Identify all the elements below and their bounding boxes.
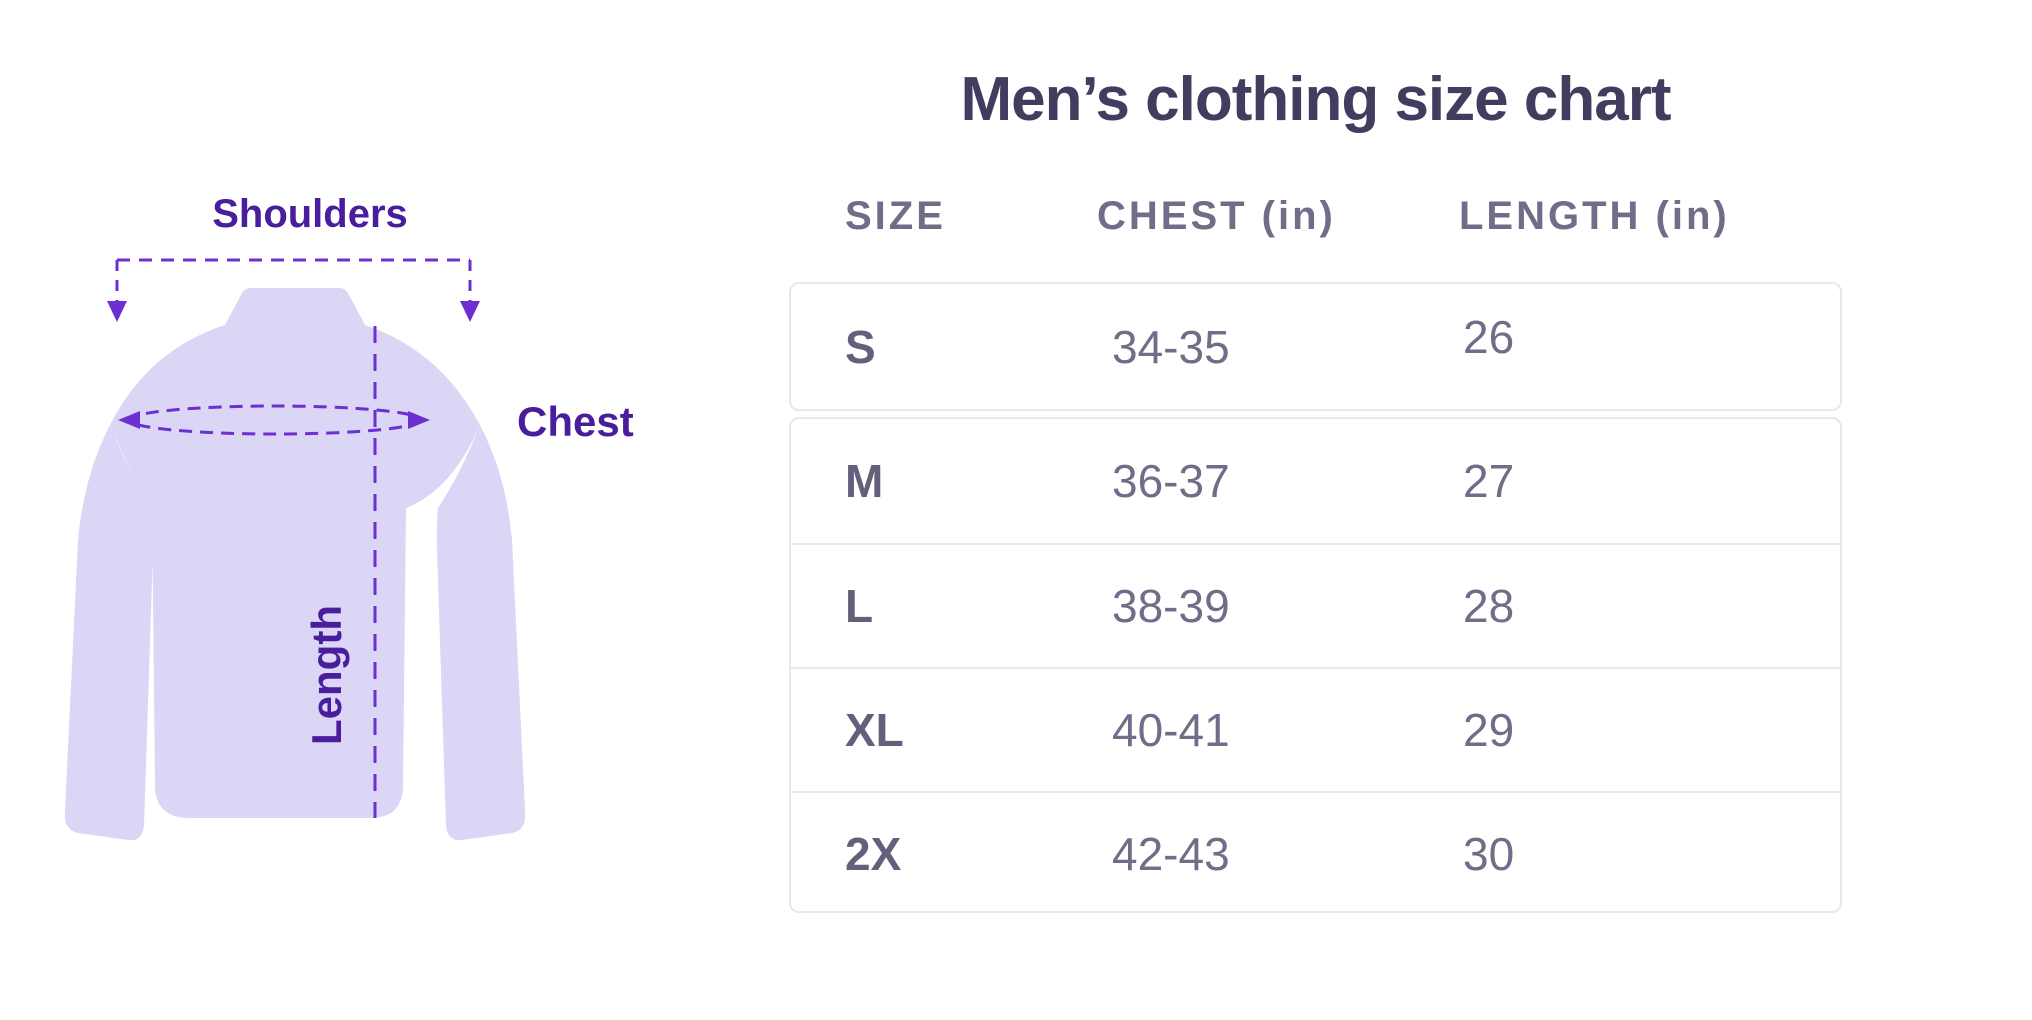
table-row-card-s: S 34-35 26: [789, 282, 1842, 411]
shoulders-measure-bracket: [115, 258, 472, 302]
shoulders-arrow-right: [460, 301, 480, 322]
column-header-chest: CHEST (in): [1097, 194, 1336, 238]
table-row: M 36-37 27: [791, 419, 1840, 543]
table-row: XL 40-41 29: [791, 667, 1840, 791]
shirt-left-sleeve: [64, 425, 153, 841]
cell-length: 26: [1463, 310, 1515, 363]
cell-length: 28: [1463, 580, 1515, 632]
column-header-length: LENGTH (in): [1459, 194, 1730, 238]
chest-arrow-left: [118, 411, 140, 429]
chest-label: Chest: [517, 398, 634, 445]
table-row: 2X 42-43 30: [791, 791, 1840, 915]
cell-length: 30: [1463, 828, 1515, 880]
table-row: S 34-35 26: [791, 284, 1840, 409]
cell-chest: 36-37: [1112, 455, 1230, 507]
shirt-torso: [110, 325, 480, 818]
shirt-right-sleeve: [437, 425, 526, 841]
column-header-size: SIZE: [845, 194, 946, 238]
cell-size: XL: [845, 704, 904, 756]
shirt-collar: [225, 288, 365, 325]
shoulders-arrow-left: [107, 301, 127, 322]
cell-size: L: [845, 580, 874, 632]
cell-size: M: [845, 455, 884, 507]
table-row: L 38-39 28: [791, 543, 1840, 667]
size-table: Men’s clothing size chart SIZE CHEST (in…: [789, 0, 1842, 1020]
shirt-illustration: [64, 258, 526, 841]
table-header-row: SIZE CHEST (in) LENGTH (in): [789, 194, 1842, 238]
page-title: Men’s clothing size chart: [960, 65, 1672, 134]
cell-length: 27: [1463, 455, 1515, 507]
cell-size: S: [845, 320, 876, 373]
cell-chest: 38-39: [1112, 580, 1230, 632]
cell-chest: 42-43: [1112, 828, 1230, 880]
cell-chest: 40-41: [1112, 704, 1230, 756]
table-row-card-group: M 36-37 27 L 38-39 28 XL 40-41 29 2X 42-…: [789, 417, 1842, 913]
cell-chest: 34-35: [1112, 320, 1230, 373]
cell-size: 2X: [845, 828, 902, 880]
shoulders-label: Shoulders: [212, 192, 408, 236]
length-label: Length: [303, 605, 350, 745]
cell-length: 29: [1463, 704, 1515, 756]
chest-arrow-right: [408, 411, 430, 429]
shirt-measurement-diagram: Shoulders Chest Length: [0, 0, 760, 1020]
